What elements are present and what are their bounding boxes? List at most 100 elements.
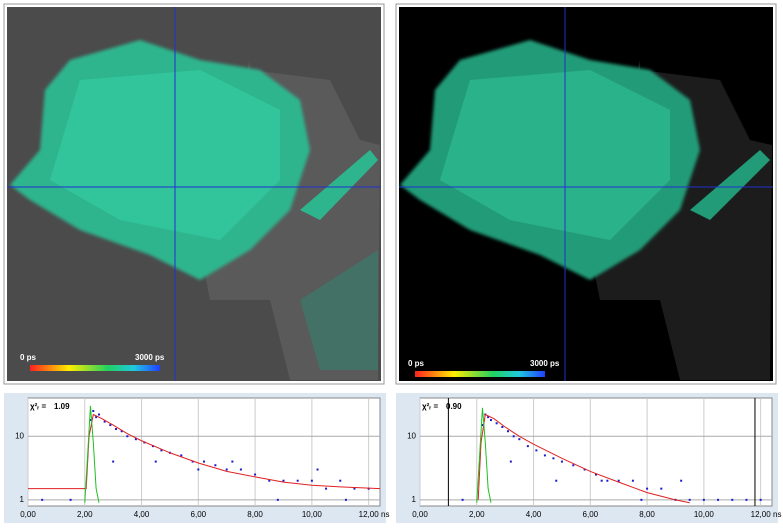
data-point (487, 416, 490, 419)
data-point (282, 479, 285, 482)
y-tick-label: 10 (407, 431, 416, 440)
x-tick-label: 10,00 (302, 510, 323, 519)
data-point (640, 498, 643, 501)
data-point (41, 498, 44, 501)
chi-label: χ²ᵣ = (30, 402, 47, 411)
x-tick-label: 2,00 (469, 510, 485, 519)
data-point (600, 479, 603, 482)
data-point (367, 487, 370, 490)
chi-value: 0.90 (446, 402, 462, 411)
data-point (501, 425, 504, 428)
plot-area (27, 397, 381, 507)
curve (28, 413, 381, 490)
flim-image-right: 0 ps 3000 ps (395, 3, 777, 385)
data-point (535, 449, 538, 452)
data-point (702, 498, 705, 501)
data-point (617, 479, 620, 482)
data-point (680, 479, 683, 482)
data-point (555, 479, 558, 482)
x-tick-label: 4,00 (134, 510, 150, 519)
data-point (120, 430, 123, 433)
data-point (134, 438, 137, 441)
data-point (225, 468, 228, 471)
data-point (254, 473, 257, 476)
data-point (512, 435, 515, 438)
data-point (353, 487, 356, 490)
data-point (276, 498, 279, 501)
data-point (268, 479, 271, 482)
data-point (69, 498, 72, 501)
curve (477, 413, 690, 504)
data-point (572, 464, 575, 467)
chi-value: 1.09 (54, 402, 70, 411)
data-point (526, 445, 529, 448)
data-point (92, 409, 95, 412)
data-point (151, 445, 154, 448)
data-point (731, 498, 734, 501)
x-tick-label: 6,00 (583, 510, 599, 519)
data-point (595, 473, 597, 476)
data-point (688, 498, 691, 501)
data-point (115, 428, 117, 431)
data-point (214, 464, 217, 467)
data-point (231, 460, 234, 463)
data-point (646, 487, 649, 490)
data-point (518, 438, 521, 441)
data-point (660, 487, 663, 490)
curve (476, 407, 492, 503)
data-point (154, 460, 157, 463)
colorbar-label: 3000 ps (135, 353, 165, 362)
x-tick-label: 4,00 (526, 510, 542, 519)
data-point (489, 419, 492, 422)
data-point (583, 468, 586, 471)
data-point (296, 479, 299, 482)
data-point (759, 498, 762, 501)
data-point (239, 468, 242, 471)
x-tick-label: 8,00 (247, 510, 263, 519)
data-point (509, 460, 512, 463)
x-tick-label: 10,00 (694, 510, 715, 519)
data-point (717, 498, 720, 501)
y-tick-label: 10 (15, 431, 24, 440)
curve (84, 405, 100, 503)
data-point (552, 457, 555, 460)
data-point (560, 460, 563, 463)
data-point (344, 498, 347, 501)
data-point (316, 468, 319, 471)
data-point (507, 430, 509, 433)
data-point (112, 460, 115, 463)
colorbar-label: 3000 ps (530, 359, 560, 368)
data-point (606, 479, 609, 482)
y-tick-label: 1 (20, 495, 25, 504)
data-point (160, 449, 163, 452)
data-point (543, 454, 546, 457)
x-tick-label: 12,00 (359, 510, 380, 519)
data-point (126, 435, 129, 438)
data-point (103, 420, 106, 423)
data-point (191, 460, 194, 463)
x-tick-label: 0,00 (20, 510, 36, 519)
data-point (95, 416, 98, 419)
x-unit: ns (773, 510, 781, 519)
colorbar-label: 0 ps (20, 353, 37, 362)
data-point (197, 468, 200, 471)
colorbar-label: 0 ps (408, 359, 425, 368)
x-tick-label: 2,00 (77, 510, 93, 519)
x-unit: ns (381, 510, 389, 519)
x-tick-label: 8,00 (639, 510, 655, 519)
data-point (310, 479, 313, 482)
x-tick-label: 0,00 (412, 510, 428, 519)
data-point (89, 419, 92, 422)
x-tick-label: 12,00 (751, 510, 772, 519)
data-point (495, 422, 498, 425)
data-point (481, 424, 484, 427)
data-point (109, 424, 112, 427)
x-tick-label: 6,00 (191, 510, 207, 519)
data-point (203, 460, 205, 463)
flim-image-left: 0 ps 3000 ps (3, 3, 385, 385)
data-point (339, 479, 342, 482)
data-point (631, 479, 634, 482)
data-point (325, 487, 328, 490)
